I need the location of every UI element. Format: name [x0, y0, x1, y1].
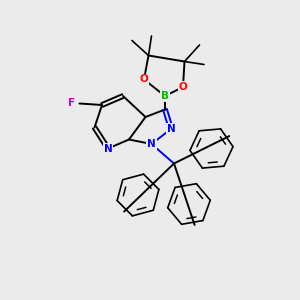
- Text: F: F: [68, 98, 76, 109]
- Text: O: O: [178, 82, 188, 92]
- Text: N: N: [103, 143, 112, 154]
- Text: B: B: [161, 91, 169, 101]
- Text: N: N: [147, 139, 156, 149]
- Text: O: O: [140, 74, 148, 85]
- Text: N: N: [167, 124, 176, 134]
